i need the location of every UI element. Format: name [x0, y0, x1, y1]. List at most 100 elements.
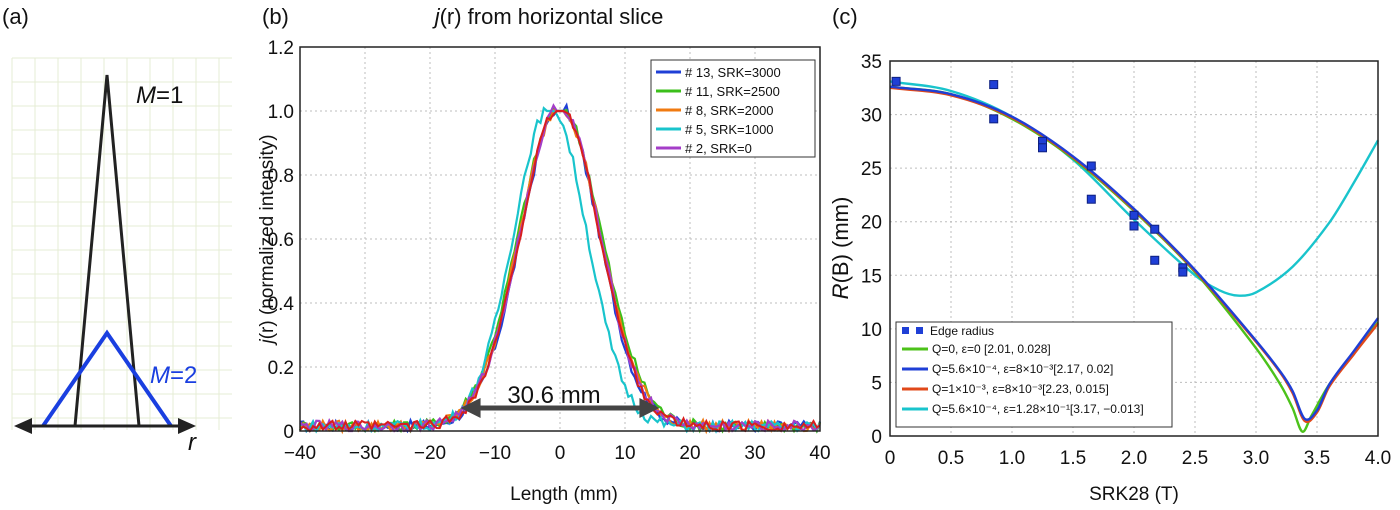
y-tick-label: 25	[861, 159, 882, 180]
x-tick-label: 20	[679, 443, 700, 464]
chart-c-ticks: 0 0.5 1.0 1.5 2.0 2.5 3.0 3.5 4.0 0 5 10 15 20 25 30 35	[861, 52, 1391, 469]
m1-label-val: =1	[156, 82, 183, 109]
legend-label: Q=5.6×10⁻⁴, ε=1.28×10⁻¹[3.17, −0.013]	[932, 402, 1144, 416]
x-tick-label: 3.5	[1304, 448, 1330, 469]
chart-c-points	[891, 76, 1188, 277]
data-point	[1178, 267, 1188, 277]
x-tick-label: 0	[885, 448, 896, 469]
chart-b-legend: # 13, SRK=3000 # 11, SRK=2500 # 8, SRK=200…	[650, 59, 816, 158]
x-tick-label: −40	[284, 443, 316, 464]
y-tick-label: 10	[861, 320, 882, 341]
x-tick-label: 30	[744, 443, 765, 464]
chart-b-title-arg: (r)	[440, 4, 462, 29]
chart-b-grid	[300, 47, 820, 431]
legend-label: # 5, SRK=1000	[685, 122, 774, 137]
y-tick-label: 0.8	[268, 166, 294, 187]
r-axis-right-arrow	[178, 418, 196, 434]
fwhm-arrow-left-head	[460, 398, 481, 418]
m2-label: M=2	[150, 362, 197, 389]
legend-label: Q=1×10⁻³, ε=8×10⁻³[2.23, 0.015]	[932, 382, 1109, 396]
y-tick-label: 0.4	[268, 294, 295, 315]
legend-marker	[916, 327, 923, 334]
r-axis-left-arrow	[14, 418, 32, 434]
legend-label: Q=5.6×10⁻⁴, ε=8×10⁻³[2.17, 0.02]	[932, 362, 1113, 376]
y-tick-label: 35	[861, 52, 882, 73]
data-point	[989, 80, 999, 90]
x-tick-label: 2.5	[1182, 448, 1208, 469]
chart-c-ylabel-rest: (mm)	[828, 197, 853, 254]
y-tick-label: 1.2	[268, 38, 294, 59]
x-tick-label: 3.0	[1243, 448, 1269, 469]
x-tick-label: 40	[809, 443, 830, 464]
chart-c-xlabel: SRK28 (T)	[1089, 484, 1179, 505]
data-point	[1086, 161, 1096, 171]
chart-b-ticks: −40 −30 −20 −10 0 10 20 30 40 0 0.2 0.4 0.6 0.8 1.0 1.2	[268, 38, 831, 464]
x-tick-label: 0	[555, 443, 566, 464]
panel-label-b: (b)	[262, 4, 289, 29]
x-tick-label: 1.5	[1060, 448, 1086, 469]
data-point	[989, 114, 999, 124]
chart-c-legend: Edge radius Q=0, ε=0 [2.01, 0.028] Q=5.6×1…	[895, 321, 1173, 428]
chart-c-frame	[889, 60, 1379, 437]
data-point	[1150, 255, 1160, 265]
data-point	[1129, 210, 1139, 220]
panel-label-a: (a)	[2, 4, 29, 29]
data-point	[1038, 143, 1047, 153]
x-tick-label: 4.0	[1365, 448, 1391, 469]
y-tick-label: 1.0	[268, 102, 294, 123]
chart-b-annotation: 30.6 mm	[460, 382, 660, 418]
chart-c-ylabel-var: R	[828, 283, 853, 299]
legend-label: Edge radius	[930, 324, 994, 338]
y-tick-label: 5	[871, 373, 882, 394]
legend-label: # 2, SRK=0	[685, 141, 752, 156]
y-tick-label: 30	[861, 106, 882, 127]
x-tick-label: −10	[479, 443, 511, 464]
legend-marker	[902, 327, 909, 334]
panel-a-diagram: M=1 M=2 r	[11, 57, 232, 456]
chart-b-title: j(r) from horizontal slice	[432, 4, 664, 29]
x-tick-label: 2.0	[1121, 448, 1147, 469]
y-tick-label: 0.2	[268, 358, 294, 379]
m1-triangle	[73, 74, 141, 427]
fwhm-label: 30.6 mm	[507, 382, 600, 409]
r-axis-label: r	[188, 429, 197, 456]
m2-triangle	[41, 329, 173, 428]
x-tick-label: 1.0	[999, 448, 1025, 469]
data-point	[1086, 194, 1096, 204]
m1-label: M=1	[136, 82, 183, 109]
legend-label: # 11, SRK=2500	[685, 84, 780, 99]
x-tick-label: 0.5	[938, 448, 964, 469]
chart-b-ylabel: j(r) (normalized intensity)	[257, 134, 278, 346]
panel-b-chart: j(r) from horizontal slice −40 −30 −20 −10 0…	[257, 4, 831, 505]
m1-label-var: M	[136, 82, 156, 109]
chart-b-xlabel: Length (mm)	[510, 484, 618, 505]
chart-c-ylabel: R(B) (mm)	[828, 197, 853, 300]
x-tick-label: 10	[614, 443, 635, 464]
panel-label-c: (c)	[832, 4, 858, 29]
m2-label-val: =2	[170, 362, 197, 389]
series-line	[299, 110, 821, 434]
legend-label: Q=0, ε=0 [2.01, 0.028]	[932, 342, 1051, 356]
x-tick-label: −20	[414, 443, 446, 464]
chart-c-ylabel-arg: (B)	[828, 254, 853, 283]
legend-label: # 8, SRK=2000	[685, 103, 774, 118]
m2-label-var: M	[150, 362, 170, 389]
y-tick-label: 0	[283, 422, 294, 443]
chart-b-title-var: j	[432, 4, 441, 29]
chart-b-ylabel-var: j	[257, 339, 278, 347]
data-point	[1129, 221, 1139, 231]
chart-c-series	[889, 80, 1380, 433]
data-point	[1150, 224, 1160, 234]
chart-b-frame	[299, 46, 821, 432]
chart-b-title-rest: from horizontal slice	[462, 4, 664, 29]
fwhm-arrow-right-head	[639, 398, 660, 418]
data-point	[891, 76, 901, 86]
series-line	[889, 80, 1380, 297]
series-line	[889, 85, 1379, 421]
x-tick-label: −30	[349, 443, 381, 464]
chart-b-series	[298, 102, 822, 435]
panel-c-chart: 0 0.5 1.0 1.5 2.0 2.5 3.0 3.5 4.005101520253035 …	[828, 52, 1391, 505]
y-tick-label: 0.6	[268, 230, 294, 251]
y-tick-label: 20	[861, 213, 882, 234]
